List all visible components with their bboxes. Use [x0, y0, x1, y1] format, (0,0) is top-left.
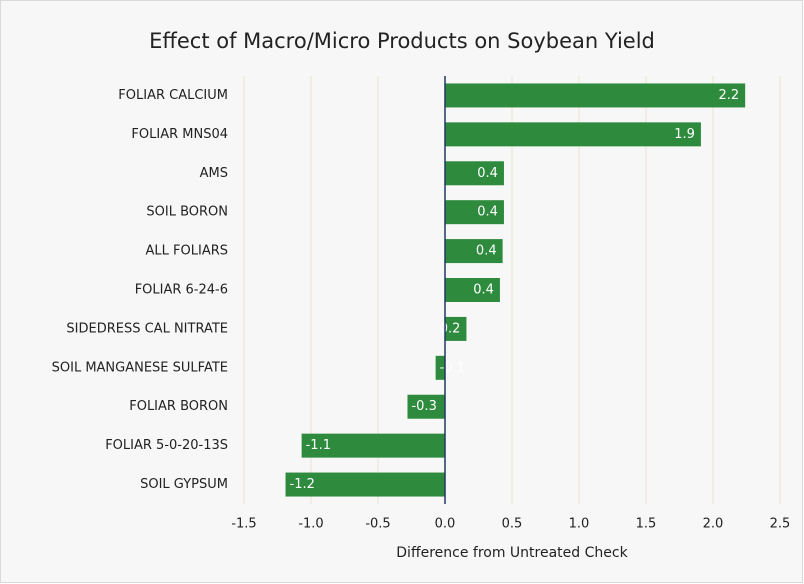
x-axis-title: Difference from Untreated Check — [396, 545, 628, 561]
bar — [445, 83, 746, 108]
x-tick-label: 0.0 — [435, 517, 456, 532]
y-tick-label: FOLIAR MNS04 — [131, 127, 228, 142]
x-tick-label: -1.5 — [231, 517, 256, 532]
bar — [445, 278, 500, 302]
value-label: -0.1 — [440, 360, 465, 375]
value-label: -0.3 — [411, 399, 436, 414]
x-tick-label: 1.5 — [636, 517, 657, 532]
value-label: 0.4 — [473, 283, 494, 298]
y-tick-label: AMS — [200, 166, 228, 181]
bar — [445, 200, 504, 225]
y-tick-label: FOLIAR CALCIUM — [118, 88, 228, 103]
x-tick-label: -1.0 — [298, 517, 323, 532]
y-tick-label: SOIL GYPSUM — [140, 477, 228, 492]
value-label: -1.2 — [290, 477, 315, 492]
y-tick-label: SIDEDRESS CAL NITRATE — [66, 321, 228, 336]
bar — [285, 472, 445, 497]
value-label: -1.1 — [306, 438, 331, 453]
value-label: 0.4 — [477, 205, 498, 220]
chart-title: Effect of Macro/Micro Products on Soybea… — [149, 29, 655, 53]
x-tick-label: 2.5 — [770, 517, 791, 532]
x-tick-label: 0.5 — [502, 517, 523, 532]
bar — [301, 433, 445, 458]
bar — [407, 394, 445, 419]
bar — [445, 316, 467, 341]
bar — [445, 161, 504, 186]
y-tick-label: FOLIAR BORON — [129, 399, 228, 414]
x-tick-label: 2.0 — [703, 517, 724, 532]
y-tick-label: ALL FOLIARS — [146, 244, 228, 259]
y-tick-label: SOIL MANGANESE SULFATE — [52, 360, 228, 375]
bar — [445, 122, 701, 147]
value-label: 0.2 — [440, 321, 461, 336]
bar — [445, 239, 503, 264]
x-tick-label: 1.0 — [569, 517, 590, 532]
y-tick-label: FOLIAR 6-24-6 — [135, 283, 228, 298]
x-tick-label: -0.5 — [365, 517, 390, 532]
value-label: 2.2 — [718, 88, 739, 103]
y-tick-label: SOIL BORON — [146, 205, 228, 220]
bar — [435, 355, 445, 380]
value-label: 0.4 — [477, 166, 498, 181]
value-label: 1.9 — [674, 127, 695, 142]
value-label: 0.4 — [476, 244, 497, 259]
y-tick-label: FOLIAR 5-0-20-13S — [105, 438, 228, 453]
